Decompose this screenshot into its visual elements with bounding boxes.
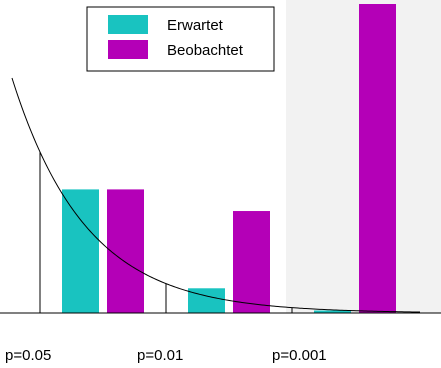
reference-curve: [11, 77, 421, 313]
tick-label-0: p=0.05: [5, 347, 51, 364]
bin-divider-lines: [39, 151, 293, 313]
legend-label-erwartet: Erwartet: [167, 17, 224, 34]
bars-group: [62, 4, 396, 313]
bar-erwartet-1: [188, 288, 225, 313]
tick-label-1: p=0.01: [137, 347, 183, 364]
bar-beobachtet-2: [359, 4, 396, 313]
legend: Erwartet Beobachtet: [86, 6, 275, 72]
bar-erwartet-0: [62, 189, 99, 313]
legend-swatch-beobachtet: [108, 40, 148, 59]
legend-swatch-erwartet: [108, 15, 148, 34]
tick-label-2: p=0.001: [272, 347, 327, 364]
tick-labels: p=0.05 p=0.01 p=0.001: [5, 347, 327, 364]
legend-label-beobachtet: Beobachtet: [167, 42, 244, 59]
bar-erwartet-2: [314, 310, 351, 313]
bar-beobachtet-1: [233, 211, 270, 313]
bar-beobachtet-0: [107, 189, 144, 313]
